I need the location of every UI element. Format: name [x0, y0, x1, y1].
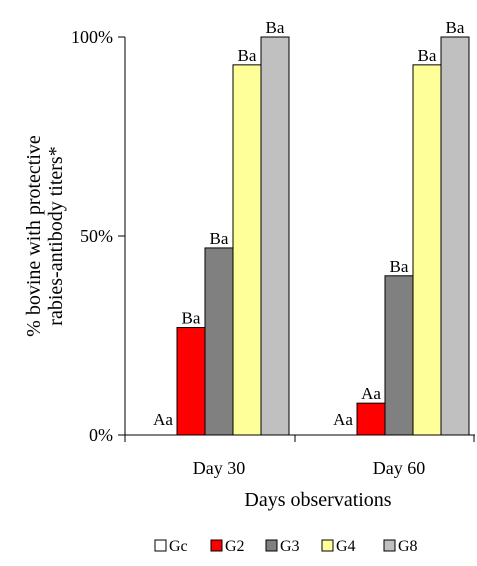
legend-swatch-gc	[154, 539, 167, 552]
bar-g3-1	[384, 275, 414, 436]
data-label: Ba	[182, 309, 201, 328]
y-tick-label: 100%	[71, 27, 113, 47]
y-axis-title-line-1: % bovine with protective	[23, 135, 45, 337]
data-label: Ba	[210, 229, 229, 248]
legend-label-g3: G3	[280, 538, 300, 555]
legend-swatch-g3	[265, 539, 278, 552]
bar-g8-1	[440, 36, 470, 436]
bar-g8-0	[260, 36, 290, 436]
x-axis-title: Days observations	[244, 489, 391, 511]
legend-swatch-g8	[383, 539, 396, 552]
y-tick-label: 0%	[89, 425, 113, 445]
data-label: Ba	[446, 18, 465, 37]
bar-g2-0	[176, 327, 206, 436]
legend-label-g8: G8	[398, 538, 418, 555]
legend-label-gc: Gc	[169, 538, 188, 555]
data-label: Ba	[238, 46, 257, 65]
data-label: Aa	[153, 410, 173, 429]
y-axis-title-line-2: rabies-antibody titers*	[45, 146, 67, 325]
x-category-label: Day 60	[373, 458, 426, 478]
bar-g2-1	[356, 402, 386, 436]
y-tick-label: 50%	[80, 226, 113, 246]
data-label: Ba	[390, 257, 409, 276]
x-category-label: Day 30	[193, 458, 246, 478]
data-label: Ba	[418, 46, 437, 65]
data-label: Aa	[333, 410, 353, 429]
bar-g4-0	[232, 64, 262, 436]
bar-g4-1	[412, 64, 442, 436]
data-label: Ba	[266, 18, 285, 37]
legend-swatch-g4	[321, 539, 334, 552]
legend-label-g4: G4	[336, 538, 356, 555]
bar-g3-0	[204, 247, 234, 436]
y-axis-title: % bovine with protective rabies-antibody…	[23, 135, 67, 337]
data-label: Aa	[361, 384, 381, 403]
legend-label-g2: G2	[225, 538, 245, 555]
legend-swatch-g2	[210, 539, 223, 552]
